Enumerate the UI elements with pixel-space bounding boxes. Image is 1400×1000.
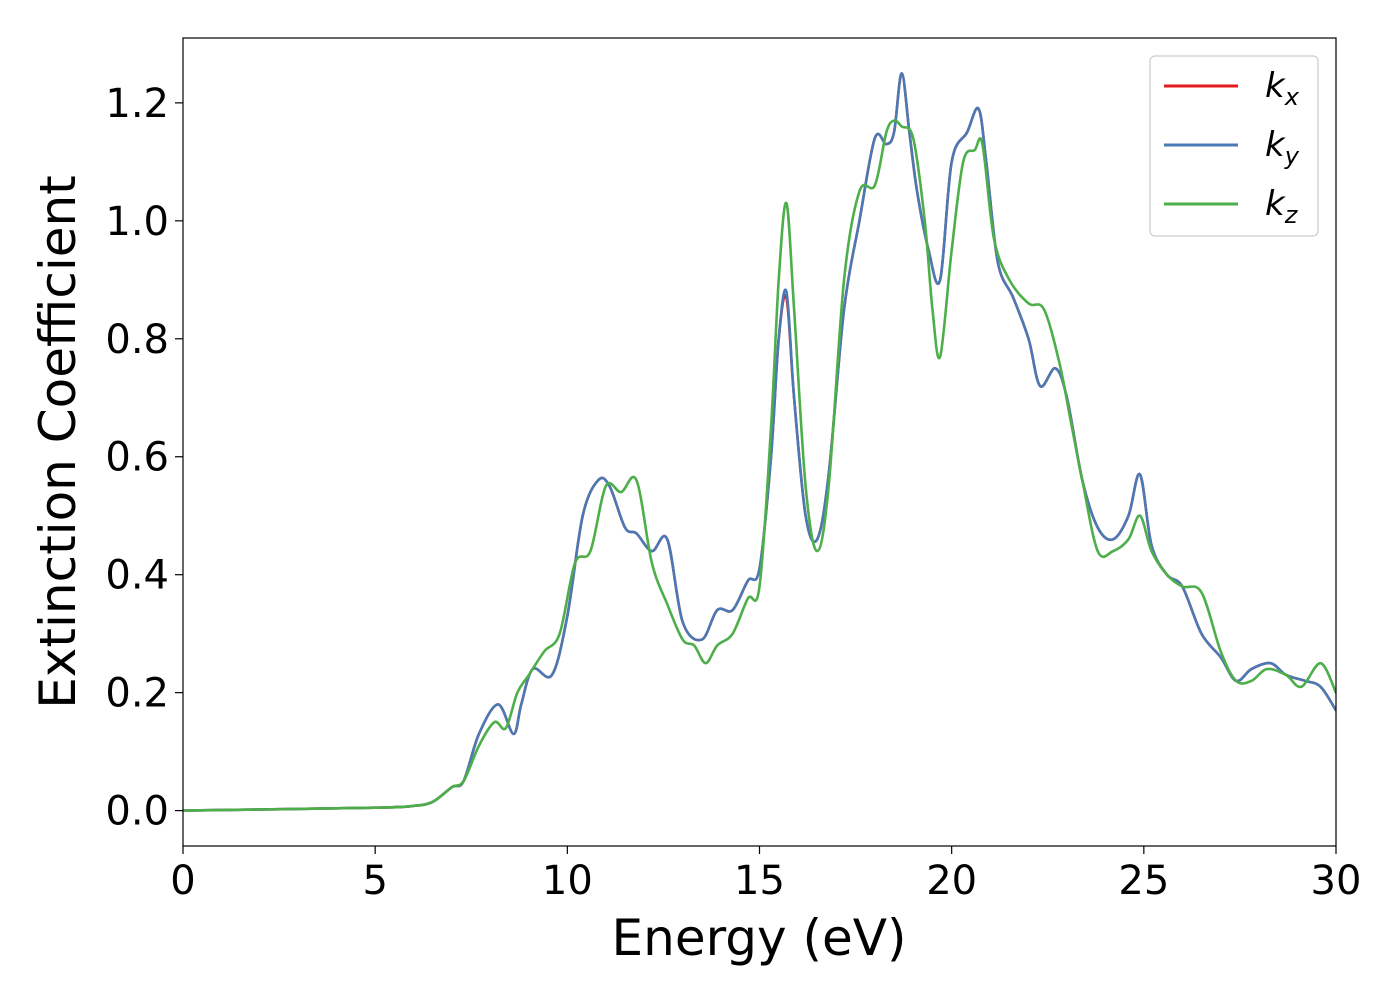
y-tick-label: 1.0 xyxy=(105,199,169,245)
legend-label-kz: kz xyxy=(1265,184,1299,229)
x-tick-label: 30 xyxy=(1311,858,1362,904)
x-axis-label: Energy (eV) xyxy=(612,909,907,967)
series-line-kz xyxy=(183,119,1336,812)
y-tick-label: 0.2 xyxy=(105,671,169,717)
legend-label-ky: ky xyxy=(1265,125,1300,170)
legend-label-kx: kx xyxy=(1265,66,1300,111)
x-axis-ticks: 0 5 10 15 20 25 30 xyxy=(170,846,1361,904)
y-tick-label: 0.8 xyxy=(105,317,169,363)
y-tick-label: 0.6 xyxy=(105,435,169,481)
y-axis-label: Extinction Coefficient xyxy=(29,175,87,709)
y-tick-label: 1.2 xyxy=(105,81,169,127)
x-tick-label: 20 xyxy=(926,858,977,904)
x-tick-label: 25 xyxy=(1118,858,1169,904)
series-line-ky xyxy=(183,72,1336,812)
x-tick-label: 5 xyxy=(362,858,387,904)
y-tick-label: 0.4 xyxy=(105,553,169,599)
x-tick-label: 15 xyxy=(734,858,785,904)
x-tick-label: 10 xyxy=(542,858,593,904)
legend: kx ky kz xyxy=(1149,55,1319,237)
x-tick-label: 0 xyxy=(170,858,195,904)
y-tick-label: 0.0 xyxy=(105,789,169,835)
y-axis-ticks: 0.0 0.2 0.4 0.6 0.8 1.0 1.2 xyxy=(105,81,183,835)
series-layer xyxy=(183,72,1336,812)
